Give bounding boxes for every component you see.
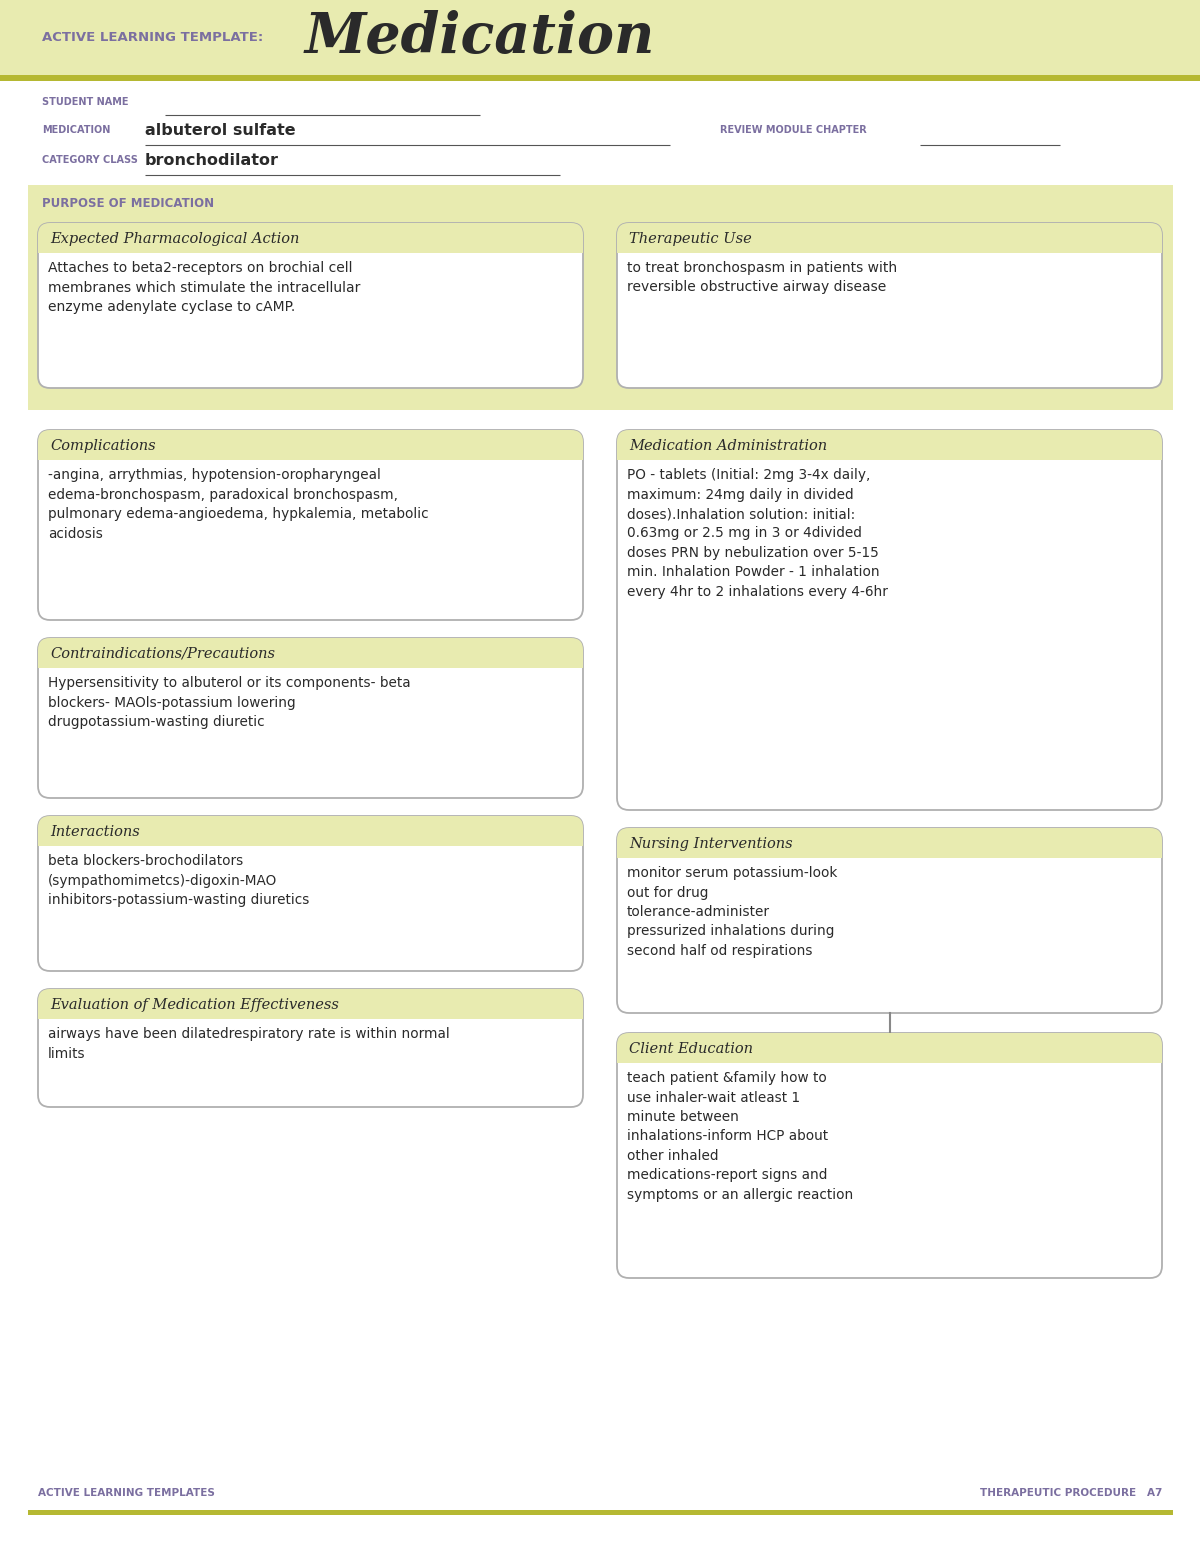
Text: airways have been dilatedrespiratory rate is within normal
limits: airways have been dilatedrespiratory rat… xyxy=(48,1027,450,1061)
Text: Therapeutic Use: Therapeutic Use xyxy=(629,231,751,245)
Bar xyxy=(0,0,1200,75)
Text: Medication Administration: Medication Administration xyxy=(629,438,827,452)
Bar xyxy=(28,1510,1174,1516)
Bar xyxy=(38,831,583,846)
Text: albuterol sulfate: albuterol sulfate xyxy=(145,123,295,138)
Text: Expected Pharmacological Action: Expected Pharmacological Action xyxy=(50,231,299,245)
FancyBboxPatch shape xyxy=(38,815,583,971)
FancyBboxPatch shape xyxy=(38,815,583,846)
FancyBboxPatch shape xyxy=(617,1033,1162,1278)
Text: -angina, arrythmias, hypotension-oropharyngeal
edema-bronchospasm, paradoxical b: -angina, arrythmias, hypotension-orophar… xyxy=(48,467,428,540)
FancyBboxPatch shape xyxy=(38,638,583,798)
FancyBboxPatch shape xyxy=(617,430,1162,460)
Text: monitor serum potassium-look
out for drug
tolerance-administer
pressurized inhal: monitor serum potassium-look out for dru… xyxy=(628,867,838,958)
Text: Medication: Medication xyxy=(305,9,655,65)
Bar xyxy=(38,446,583,460)
FancyBboxPatch shape xyxy=(38,638,583,668)
Bar xyxy=(38,238,583,253)
Text: Attaches to beta2-receptors on brochial cell
membranes which stimulate the intra: Attaches to beta2-receptors on brochial … xyxy=(48,261,360,314)
Text: to treat bronchospasm in patients with
reversible obstructive airway disease: to treat bronchospasm in patients with r… xyxy=(628,261,898,295)
FancyBboxPatch shape xyxy=(38,224,583,253)
Text: REVIEW MODULE CHAPTER: REVIEW MODULE CHAPTER xyxy=(720,124,866,135)
Bar xyxy=(617,238,1162,253)
Text: Interactions: Interactions xyxy=(50,825,139,839)
FancyBboxPatch shape xyxy=(617,430,1162,811)
FancyBboxPatch shape xyxy=(617,224,1162,253)
Text: Evaluation of Medication Effectiveness: Evaluation of Medication Effectiveness xyxy=(50,997,338,1011)
Text: PURPOSE OF MEDICATION: PURPOSE OF MEDICATION xyxy=(42,197,214,210)
FancyBboxPatch shape xyxy=(38,989,583,1019)
Text: bronchodilator: bronchodilator xyxy=(145,154,278,168)
Text: teach patient &family how to
use inhaler-wait atleast 1
minute between
inhalatio: teach patient &family how to use inhaler… xyxy=(628,1072,853,1202)
Text: PO - tablets (Initial: 2mg 3-4x daily,
maximum: 24mg daily in divided
doses).Inh: PO - tablets (Initial: 2mg 3-4x daily, m… xyxy=(628,467,888,599)
Bar xyxy=(617,446,1162,460)
Bar xyxy=(617,843,1162,857)
FancyBboxPatch shape xyxy=(617,224,1162,388)
Text: Complications: Complications xyxy=(50,438,156,452)
FancyBboxPatch shape xyxy=(38,430,583,620)
Text: ACTIVE LEARNING TEMPLATE:: ACTIVE LEARNING TEMPLATE: xyxy=(42,31,263,43)
Text: CATEGORY CLASS: CATEGORY CLASS xyxy=(42,155,138,165)
Bar xyxy=(0,75,1200,81)
FancyBboxPatch shape xyxy=(38,430,583,460)
FancyBboxPatch shape xyxy=(617,1033,1162,1062)
Text: Hypersensitivity to albuterol or its components- beta
blockers- MAOls-potassium : Hypersensitivity to albuterol or its com… xyxy=(48,676,410,728)
Text: Contraindications/Precautions: Contraindications/Precautions xyxy=(50,646,275,660)
Text: Nursing Interventions: Nursing Interventions xyxy=(629,837,793,851)
Text: ACTIVE LEARNING TEMPLATES: ACTIVE LEARNING TEMPLATES xyxy=(38,1488,215,1499)
Bar xyxy=(38,652,583,668)
FancyBboxPatch shape xyxy=(617,828,1162,1013)
Bar xyxy=(38,1003,583,1019)
Text: Client Education: Client Education xyxy=(629,1042,754,1056)
Bar xyxy=(28,185,1174,410)
Text: STUDENT NAME: STUDENT NAME xyxy=(42,96,128,107)
Bar xyxy=(617,1048,1162,1062)
Text: beta blockers-brochodilators
(sympathomimetcs)-digoxin-MAO
inhibitors-potassium-: beta blockers-brochodilators (sympathomi… xyxy=(48,854,310,907)
FancyBboxPatch shape xyxy=(38,224,583,388)
Text: THERAPEUTIC PROCEDURE   A7: THERAPEUTIC PROCEDURE A7 xyxy=(979,1488,1162,1499)
FancyBboxPatch shape xyxy=(617,828,1162,857)
Text: MEDICATION: MEDICATION xyxy=(42,124,110,135)
FancyBboxPatch shape xyxy=(38,989,583,1107)
